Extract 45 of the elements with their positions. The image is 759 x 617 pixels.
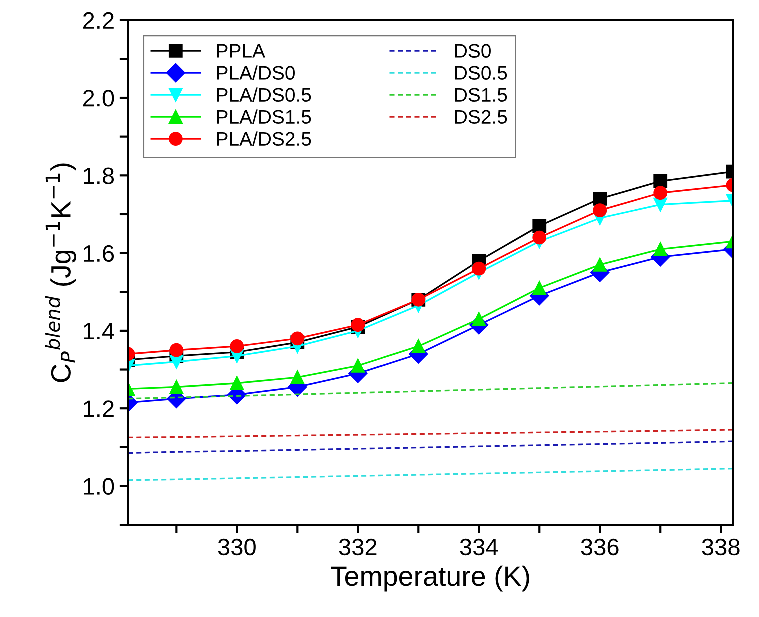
line-series [128, 429, 734, 439]
legend-label: DS0.5 [456, 66, 508, 80]
point [593, 192, 608, 206]
point [290, 332, 305, 346]
y-tick-label: 1.0 [84, 478, 114, 496]
point [654, 186, 668, 200]
point [472, 262, 486, 276]
point [170, 343, 184, 358]
point [532, 281, 547, 296]
legend-label: PLA/DS2.5 [217, 132, 312, 146]
legend-label: PPLA [217, 44, 266, 58]
y-tick-label: 1.2 [84, 400, 114, 418]
point [654, 242, 668, 256]
point [593, 204, 608, 218]
point [472, 312, 486, 326]
y-tick-label: 1.6 [84, 245, 114, 262]
point [654, 174, 668, 188]
y-tick-label: 2.2 [83, 12, 114, 29]
line-series [128, 440, 734, 454]
point [230, 340, 244, 354]
point [532, 219, 547, 234]
x-axis-title: Temperature (K) [331, 566, 530, 592]
point [230, 376, 244, 390]
legend-label: PLA/DS0.5 [217, 88, 312, 102]
point [351, 358, 366, 373]
point [170, 380, 184, 394]
x-tick-label: 334 [460, 538, 498, 556]
y-tick-label: 2.0 [83, 90, 114, 107]
y-tick-label: 1.8 [84, 168, 114, 184]
point [532, 230, 547, 245]
point [593, 258, 608, 272]
x-tick-label: 336 [581, 538, 619, 556]
legend-label: DS0 [456, 44, 491, 58]
y-tick-label: 1.4 [84, 323, 114, 340]
point [412, 340, 426, 354]
legend-label: PLA/DS1.5 [217, 110, 312, 124]
legend-label: DS1.5 [456, 88, 508, 102]
x-tick-label: 330 [218, 538, 256, 556]
point [290, 370, 305, 384]
y-axis-title: C$_{P}$$^{blend}$ (Jg$^{−1}$K$^{−1}$) [45, 164, 76, 382]
line-series [128, 468, 734, 482]
legend-label: PLA/DS0 [217, 66, 295, 80]
legend-label: DS2.5 [456, 110, 508, 124]
x-tick-label: 332 [339, 538, 377, 556]
x-tick-label: 338 [702, 538, 740, 556]
